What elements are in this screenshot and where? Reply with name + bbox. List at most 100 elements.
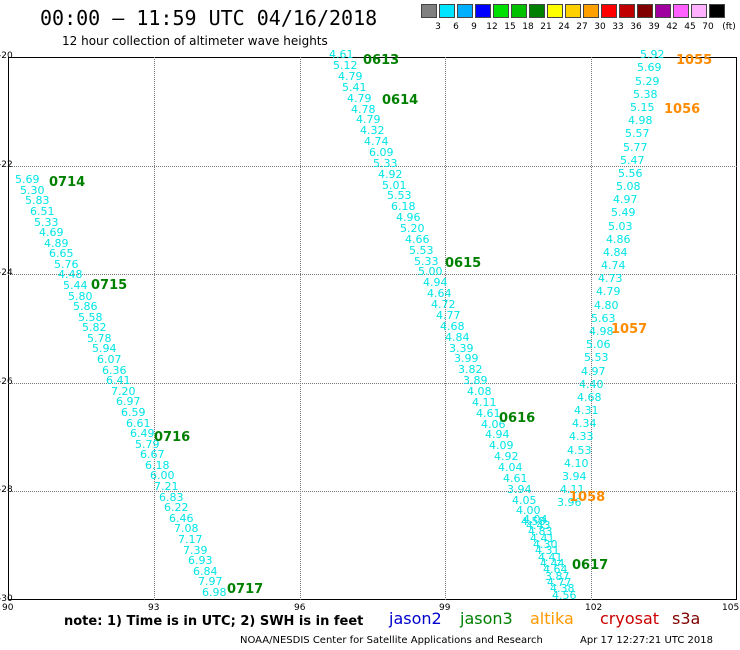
color-swatch-label: 70	[702, 22, 714, 32]
wave-height-value: 3.82	[458, 363, 483, 376]
x-tick-label: 99	[439, 603, 451, 613]
wave-height-value: 5.63	[591, 312, 616, 325]
wave-height-value: 5.08	[616, 180, 641, 193]
wave-height-value: 4.41	[538, 551, 563, 564]
wave-height-value: 4.78	[351, 103, 376, 116]
wave-height-value: 4.06	[481, 418, 506, 431]
wave-height-value: 4.84	[445, 331, 470, 344]
x-tick-label: 105	[722, 603, 740, 613]
pass-time-label: 0617	[572, 558, 609, 573]
wave-height-value: 5.33	[373, 157, 398, 170]
y-tick-label: -22	[0, 160, 13, 170]
grid-line-horizontal	[8, 166, 737, 167]
wave-height-value: 6.07	[97, 353, 122, 366]
color-swatch	[691, 4, 707, 18]
x-tick-label: 93	[148, 603, 160, 613]
wave-height-value: 4.73	[598, 272, 623, 285]
color-swatch	[601, 4, 617, 18]
pass-time-label: 0613	[363, 53, 400, 68]
color-swatch	[439, 4, 455, 18]
wave-height-value: 5.83	[25, 194, 50, 207]
wave-height-value: 5.92	[640, 48, 665, 61]
page-title: 00:00 – 11:59 UTC 04/16/2018	[40, 6, 378, 30]
color-swatch	[655, 4, 671, 18]
wave-height-value: 5.44	[63, 279, 88, 292]
wave-height-value: 6.97	[116, 395, 141, 408]
wave-height-value: 3.94	[507, 483, 532, 496]
color-swatch	[475, 4, 491, 18]
wave-height-value: 5.77	[623, 141, 648, 154]
generation-timestamp: Apr 17 12:27:21 UTC 2018	[580, 635, 713, 646]
page-subtitle: 12 hour collection of altimeter wave hei…	[62, 34, 328, 48]
y-tick-label: -20	[0, 51, 13, 61]
wave-height-value: 4.08	[467, 385, 492, 398]
wave-height-value: 4.69	[39, 226, 64, 239]
wave-height-value: 4.40	[579, 378, 604, 391]
wave-height-value: 4.77	[547, 576, 572, 589]
wave-height-value: 4.92	[378, 168, 403, 181]
wave-height-value: 6.49	[130, 427, 155, 440]
wave-height-value: 6.41	[106, 374, 131, 387]
wave-height-value: 6.65	[49, 247, 74, 260]
pass-time-label: 0714	[49, 175, 86, 190]
wave-height-value: 4.79	[356, 113, 381, 126]
wave-height-value: 5.33	[414, 255, 439, 268]
wave-height-value: 6.93	[188, 554, 213, 567]
wave-height-value: 5.29	[635, 75, 660, 88]
wave-height-value: 4.11	[472, 396, 497, 409]
wave-height-value: 4.79	[596, 285, 621, 298]
wave-height-value: 5.79	[135, 438, 160, 451]
wave-height-value: 4.97	[581, 365, 606, 378]
wave-height-value: 4.48	[58, 268, 83, 281]
color-swatch	[493, 4, 509, 18]
wave-height-value: 6.67	[140, 448, 165, 461]
wave-height-value: 4.74	[364, 135, 389, 148]
wave-height-value: 5.69	[15, 173, 40, 186]
wave-height-value: 5.20	[400, 222, 425, 235]
wave-height-value: 4.89	[44, 237, 69, 250]
pass-time-label: 0717	[227, 582, 264, 597]
wave-height-value: 5.38	[633, 88, 658, 101]
wave-height-value: 6.36	[102, 364, 127, 377]
y-tick-label: -24	[0, 268, 13, 278]
wave-height-value: 5.86	[73, 300, 98, 313]
wave-height-value: 7.97	[198, 575, 223, 588]
wave-height-value: 4.94	[423, 276, 448, 289]
wave-height-value: 4.04	[498, 461, 523, 474]
wave-height-value: 5.78	[87, 332, 112, 345]
pass-time-label: 0614	[382, 93, 419, 108]
wave-height-value: 4.98	[589, 325, 614, 338]
wave-height-value: 4.74	[601, 259, 626, 272]
wave-height-value: 4.64	[543, 563, 568, 576]
wave-height-value: 4.41	[530, 532, 555, 545]
satellite-legend-item: jason2	[389, 609, 442, 628]
wave-height-value: 4.66	[405, 233, 430, 246]
grid-line-vertical	[591, 57, 592, 600]
wave-height-value: 4.94	[485, 428, 510, 441]
wave-height-value: 5.76	[54, 258, 79, 271]
wave-height-value: 6.51	[30, 205, 55, 218]
color-swatch-label: 30	[594, 22, 606, 32]
color-swatch-label: 45	[684, 22, 696, 32]
wave-height-value: 4.64	[427, 287, 452, 300]
wave-height-value: 5.47	[620, 154, 645, 167]
wave-height-value: 5.01	[382, 179, 407, 192]
wave-height-value: 5.00	[418, 265, 443, 278]
wave-height-value: 6.22	[164, 501, 189, 514]
wave-height-value: 4.11	[560, 483, 585, 496]
color-swatch-label: 24	[558, 22, 570, 32]
wave-height-value: 7.21	[154, 480, 179, 493]
color-swatch-label: 9	[471, 22, 477, 32]
wave-height-value: 5.30	[20, 184, 45, 197]
wave-height-value: 6.84	[193, 565, 218, 578]
wave-height-value: 5.69	[637, 61, 662, 74]
wave-height-value: 4.98	[628, 114, 653, 127]
wave-height-value: 5.12	[333, 59, 358, 72]
wave-height-value: 3.99	[454, 352, 479, 365]
wave-height-value: 4.31	[574, 404, 599, 417]
wave-height-value: 3.87	[545, 570, 570, 583]
color-swatch	[529, 4, 545, 18]
wave-height-value: 4.56	[552, 589, 577, 602]
wave-height-value: 4.72	[431, 298, 456, 311]
wave-height-value: 4.00	[516, 504, 541, 517]
